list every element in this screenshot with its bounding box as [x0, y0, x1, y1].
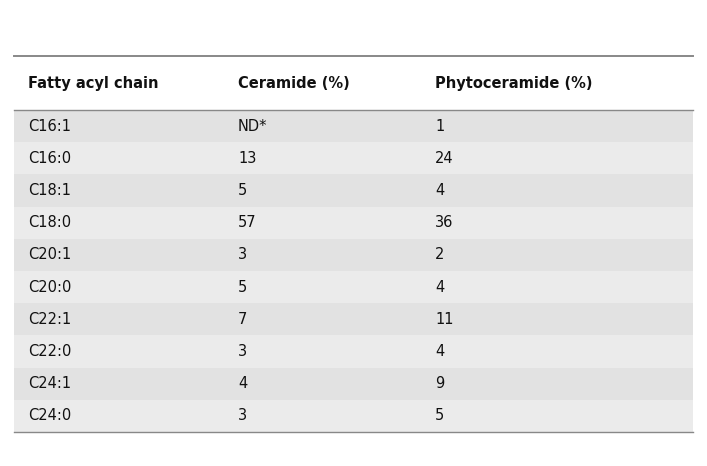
Text: 5: 5 [238, 280, 247, 295]
Text: 3: 3 [238, 344, 247, 359]
Text: 5: 5 [238, 183, 247, 198]
Bar [14, 336, 693, 368]
Text: 3: 3 [238, 409, 247, 424]
Text: 57: 57 [238, 215, 257, 230]
Text: 11: 11 [435, 312, 453, 327]
Text: 5: 5 [435, 409, 444, 424]
Bar [14, 400, 693, 432]
Bar [14, 368, 693, 400]
Text: 4: 4 [435, 344, 444, 359]
Bar [14, 271, 693, 303]
Text: C16:0: C16:0 [28, 151, 71, 166]
Text: 4: 4 [435, 280, 444, 295]
Text: 9: 9 [435, 376, 444, 391]
Bar [14, 142, 693, 174]
Text: Ceramide (%): Ceramide (%) [238, 75, 350, 90]
Text: 7: 7 [238, 312, 247, 327]
Text: C24:1: C24:1 [28, 376, 71, 391]
Text: 13: 13 [238, 151, 257, 166]
Text: C20:0: C20:0 [28, 280, 71, 295]
Text: C24:0: C24:0 [28, 409, 71, 424]
Text: C22:1: C22:1 [28, 312, 71, 327]
Text: Fatty acyl chain: Fatty acyl chain [28, 75, 158, 90]
Bar [14, 110, 693, 142]
Text: 24: 24 [435, 151, 454, 166]
Text: 4: 4 [435, 183, 444, 198]
Text: C18:0: C18:0 [28, 215, 71, 230]
Text: ND*: ND* [238, 118, 268, 134]
Bar [14, 239, 693, 271]
Text: Phytoceramide (%): Phytoceramide (%) [435, 75, 592, 90]
Text: 1: 1 [435, 118, 444, 134]
Bar [14, 206, 693, 239]
Text: C22:0: C22:0 [28, 344, 71, 359]
Text: 36: 36 [435, 215, 453, 230]
Text: 4: 4 [238, 376, 247, 391]
Text: C16:1: C16:1 [28, 118, 71, 134]
Bar [14, 303, 693, 336]
Text: C18:1: C18:1 [28, 183, 71, 198]
Text: 3: 3 [238, 247, 247, 262]
Bar [14, 174, 693, 206]
Text: C20:1: C20:1 [28, 247, 71, 262]
Text: 2: 2 [435, 247, 444, 262]
